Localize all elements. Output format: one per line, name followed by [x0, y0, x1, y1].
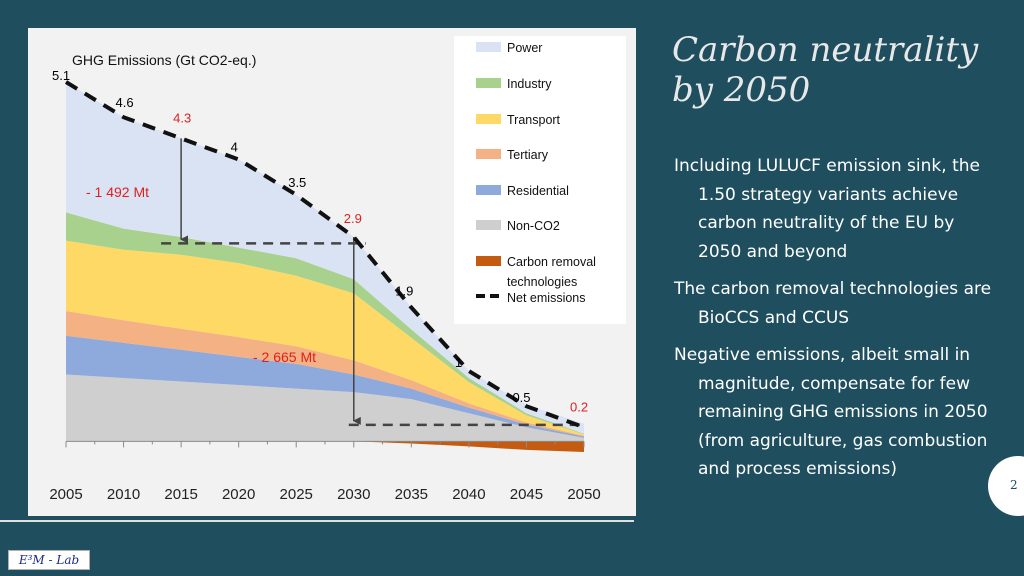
- bullet-item: The carbon removal technologies are BioC…: [674, 279, 992, 328]
- area-industry: [66, 212, 584, 435]
- net-emissions-value-label: 0.5: [512, 390, 530, 405]
- x-tick-label: 2015: [164, 486, 197, 503]
- x-tick-label: 2020: [222, 486, 255, 503]
- x-tick-label: 2040: [452, 486, 485, 503]
- legend-label: Power: [507, 41, 542, 55]
- legend-swatch: [476, 149, 501, 159]
- legend-label: Transport: [507, 113, 561, 127]
- net-emissions-value-label: 2.9: [344, 211, 362, 226]
- legend-swatch: [476, 78, 501, 88]
- legend-swatch: [476, 220, 501, 230]
- net-emissions-value-label: 0.2: [570, 399, 588, 414]
- x-tick-label: 2010: [107, 486, 140, 503]
- emissions-chart: 2005 2010 2015 2020 2025 2030 2035 2040 2045 2050…: [49, 36, 626, 503]
- lab-logo: E³M - Lab: [8, 550, 90, 570]
- reduction-label: - 1 492 Mt: [86, 184, 149, 200]
- x-tick-label: 2050: [567, 486, 600, 503]
- net-emissions-value-label: 4.6: [116, 95, 134, 110]
- net-emissions-line: [64, 80, 585, 430]
- bullet-list: Including LULUCF emission sink, the 1.50…: [674, 152, 992, 493]
- chart-panel: 2005 2010 2015 2020 2025 2030 2035 2040 2045 2050…: [28, 28, 636, 516]
- legend-label: technologies: [507, 275, 577, 289]
- area-tertiary: [66, 311, 584, 437]
- net-emissions-value-label: 1: [455, 355, 462, 370]
- legend-swatch: [476, 114, 501, 124]
- page-number: 2: [1010, 478, 1018, 492]
- x-tick-label: 2035: [395, 486, 428, 503]
- bullet-item: Negative emissions, albeit small in magn…: [674, 345, 988, 479]
- net-emissions-value-label: 4: [231, 140, 238, 155]
- area-power: [66, 82, 584, 434]
- y-axis-label: GHG Emissions (Gt CO2-eq.): [72, 52, 256, 68]
- area-transport: [66, 240, 584, 436]
- net-emissions-value-label: 4.3: [173, 110, 191, 125]
- legend-label: Net emissions: [507, 291, 586, 305]
- legend-label: Residential: [507, 184, 569, 198]
- reduction-label: - 2 665 Mt: [253, 349, 316, 365]
- net-emissions-value-label: 3.5: [288, 175, 306, 190]
- area-residential: [66, 335, 584, 438]
- net-emissions-value-label: 1.9: [395, 284, 413, 299]
- legend-swatch: [476, 185, 501, 195]
- divider: [0, 520, 634, 522]
- slide-title: Carbon neutrality by 2050: [672, 30, 979, 110]
- x-tick-label: 2045: [510, 486, 543, 503]
- legend-swatch: [476, 42, 501, 52]
- legend-swatch: [476, 256, 501, 266]
- x-tick-label: 2030: [337, 486, 370, 503]
- net-emissions-value-label: 5.1: [52, 68, 70, 83]
- x-tick-label: 2025: [280, 486, 313, 503]
- legend-label: Carbon removal: [507, 255, 596, 269]
- page-number-badge: 2: [988, 456, 1024, 516]
- legend-label: Non-CO2: [507, 219, 560, 233]
- bullet-item: Including LULUCF emission sink, the 1.50…: [674, 156, 980, 262]
- legend-label: Industry: [507, 77, 552, 91]
- area-carbon-removal: [66, 441, 584, 452]
- x-tick-label: 2005: [49, 486, 82, 503]
- legend-label: Tertiary: [507, 148, 549, 162]
